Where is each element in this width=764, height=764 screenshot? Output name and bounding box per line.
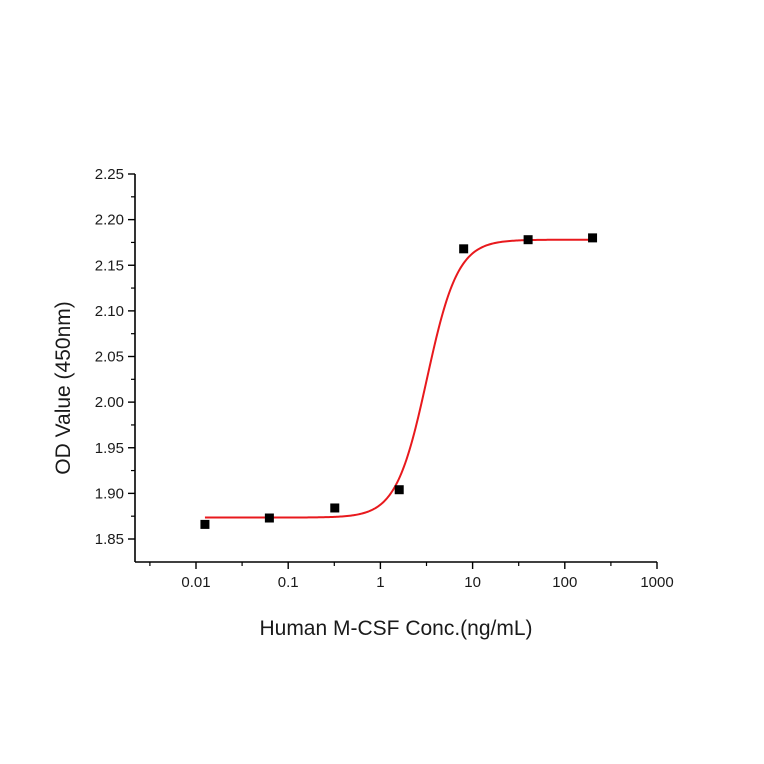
data-point	[330, 503, 340, 513]
x-tick-label: 100	[552, 574, 577, 591]
data-point	[394, 485, 404, 495]
data-point	[200, 519, 210, 529]
fit-curve	[204, 238, 593, 519]
x-axis: 0.01 0.1 1 10 100 1000	[135, 561, 674, 591]
x-axis-title: Human M-CSF Conc.(ng/mL)	[259, 617, 532, 640]
y-tick-label: 2.15	[95, 257, 124, 274]
x-tick-label: 0.01	[181, 574, 210, 591]
y-tick-label: 2.05	[95, 349, 124, 366]
y-tick-label: 2.00	[95, 394, 124, 411]
y-tick-label: 2.10	[95, 303, 124, 320]
data-point	[264, 513, 274, 523]
x-tick-label: 1	[376, 574, 384, 591]
data-point	[523, 235, 533, 245]
data-point	[588, 233, 598, 243]
data-points	[200, 233, 598, 529]
y-axis: 1.85 1.90 1.95 2.00 2.05 2.10 2.15 2.20 2.25	[95, 166, 136, 562]
y-tick-label: 1.90	[95, 485, 124, 502]
y-axis-title: OD Value (450nm)	[52, 301, 75, 475]
y-tick-label: 1.85	[95, 531, 124, 548]
x-tick-label: 1000	[640, 574, 673, 591]
x-tick-label: 10	[464, 574, 481, 591]
x-tick-label: 0.1	[278, 574, 299, 591]
y-tick-label: 2.25	[95, 166, 124, 183]
y-tick-label: 2.20	[95, 212, 124, 229]
y-tick-label: 1.95	[95, 440, 124, 457]
data-point	[459, 244, 469, 254]
